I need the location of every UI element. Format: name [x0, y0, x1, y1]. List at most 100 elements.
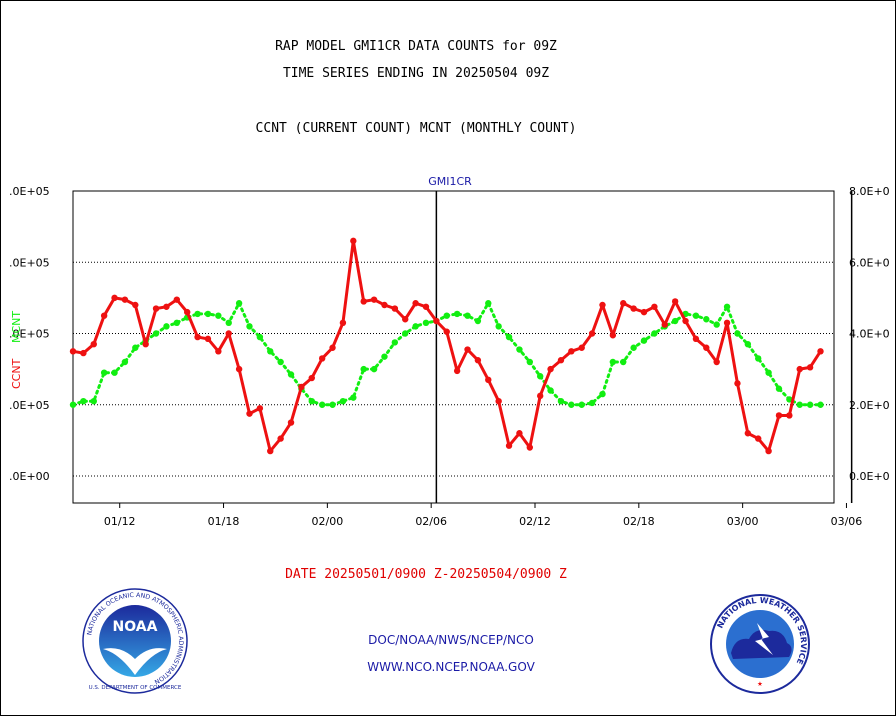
mcnt-point [225, 319, 232, 327]
ccnt-point [453, 367, 461, 375]
mcnt-point [412, 323, 419, 330]
ccnt-point [142, 340, 149, 348]
chart-title-line1: RAP MODEL GMI1CR DATA COUNTS for 09Z [275, 39, 557, 54]
ccnt-point [713, 358, 720, 366]
mcnt-point [132, 344, 139, 351]
chart-title-line2: TIME SERIES ENDING IN 20250504 09Z [282, 66, 550, 81]
ccnt-point [651, 303, 658, 310]
mcnt-point [318, 401, 326, 408]
mcnt-point [516, 346, 523, 353]
footer-url[interactable]: WWW.NCO.NCEP.NOAA.GOV [367, 660, 535, 674]
ccnt-point [287, 419, 295, 426]
noaa-logo: NOAA NATIONAL OCEANIC AND ATMOSPHERIC AD… [82, 588, 188, 694]
mcnt-point [464, 312, 471, 319]
mcnt-point [755, 355, 762, 362]
ylabel-ccnt: CCNT [10, 358, 23, 389]
mcnt-point [100, 369, 108, 376]
ccnt-point [422, 303, 430, 310]
mcnt-point [578, 401, 585, 408]
ccnt-point [308, 374, 315, 382]
mcnt-point [609, 358, 617, 366]
x-tick-label: 03/06 [831, 515, 863, 528]
y-left-tick-label: .0E+05 [9, 185, 50, 198]
ccnt-point [173, 296, 181, 303]
nws-logo: NATIONAL WEATHER SERVICE ★ [710, 594, 810, 694]
mcnt-point [69, 401, 77, 408]
mcnt-point [215, 312, 222, 319]
ccnt-point [433, 317, 440, 325]
ccnt-point [215, 348, 222, 355]
mcnt-point [453, 310, 461, 318]
time-series-chart: 01/12 01/18 02/00 02/06 02/12 02/18 03/00 03/06… [9, 175, 890, 528]
mcnt-point [329, 401, 336, 408]
ccnt-point [298, 383, 305, 391]
ccnt-point [246, 410, 253, 417]
ccnt-point [184, 308, 191, 316]
ccnt-point [630, 305, 637, 312]
ccnt-point [443, 328, 450, 335]
mcnt-point [370, 365, 378, 373]
ccnt-point [578, 344, 585, 351]
ccnt-point [765, 447, 772, 455]
y-right-tick-label: 6.0E+0 [849, 256, 890, 269]
ccnt-point [775, 412, 783, 419]
ccnt-point [609, 332, 617, 339]
ccnt-point [360, 298, 367, 305]
ccnt-point [485, 376, 492, 384]
mcnt-point [277, 358, 284, 366]
plot-area [72, 190, 835, 504]
ccnt-point [69, 348, 77, 355]
ccnt-point [412, 300, 419, 307]
ccnt-point [464, 346, 471, 353]
mcnt-point [692, 312, 700, 319]
mcnt-point [163, 323, 170, 330]
mcnt-point [287, 371, 295, 378]
ccnt-point [671, 298, 679, 305]
chart-title-line3: CCNT (CURRENT COUNT) MCNT (MONTHLY COUNT… [255, 121, 577, 136]
y-left-tick-label: .0E+05 [9, 399, 50, 412]
footer-org: DOC/NOAA/NWS/NCEP/NCO [368, 633, 534, 647]
ccnt-point [350, 237, 357, 245]
ccnt-point [806, 364, 814, 371]
ccnt-point [100, 312, 108, 319]
x-tick-label: 01/12 [104, 515, 136, 528]
mcnt-point [734, 330, 741, 337]
ccnt-point [536, 392, 544, 400]
x-tick-label: 02/12 [519, 515, 551, 528]
mcnt-point [350, 394, 357, 401]
mcnt-point [817, 401, 824, 408]
ccnt-point [163, 303, 170, 310]
mcnt-point [267, 348, 274, 355]
ccnt-point [744, 430, 752, 437]
ccnt-point [370, 296, 378, 303]
day-boundaries [435, 191, 853, 503]
grid-lines [73, 261, 834, 477]
ccnt-point [111, 294, 118, 302]
mcnt-point [765, 369, 772, 376]
ccnt-point [80, 349, 87, 357]
y-left-tick-label: .0E+05 [9, 328, 50, 341]
nws-logo-star-icon: ★ [757, 679, 763, 689]
mcnt-point [547, 387, 554, 394]
y-right-tick-label: 0.0E+0 [849, 470, 890, 483]
ccnt-point [402, 316, 409, 323]
y-right-tick-label: 2.0E+0 [849, 399, 890, 412]
mcnt-point [651, 330, 658, 337]
ccnt-point [339, 319, 347, 327]
mcnt-point [588, 399, 596, 407]
mcnt-point [360, 365, 367, 373]
mcnt-point [536, 373, 544, 380]
mcnt-point [246, 323, 253, 330]
mcnt-point [775, 385, 783, 392]
mcnt-point [90, 397, 97, 405]
y-right-tick-label: 8.0E+0 [849, 185, 890, 198]
mcnt-point [568, 401, 575, 408]
ccnt-point [568, 348, 575, 355]
mcnt-point [111, 369, 118, 376]
mcnt-point [703, 316, 710, 323]
ccnt-point [557, 357, 565, 364]
mcnt-point [640, 337, 648, 344]
date-range: DATE 20250501/0900 Z-20250504/0900 Z [285, 567, 567, 582]
mcnt-point [474, 317, 482, 325]
